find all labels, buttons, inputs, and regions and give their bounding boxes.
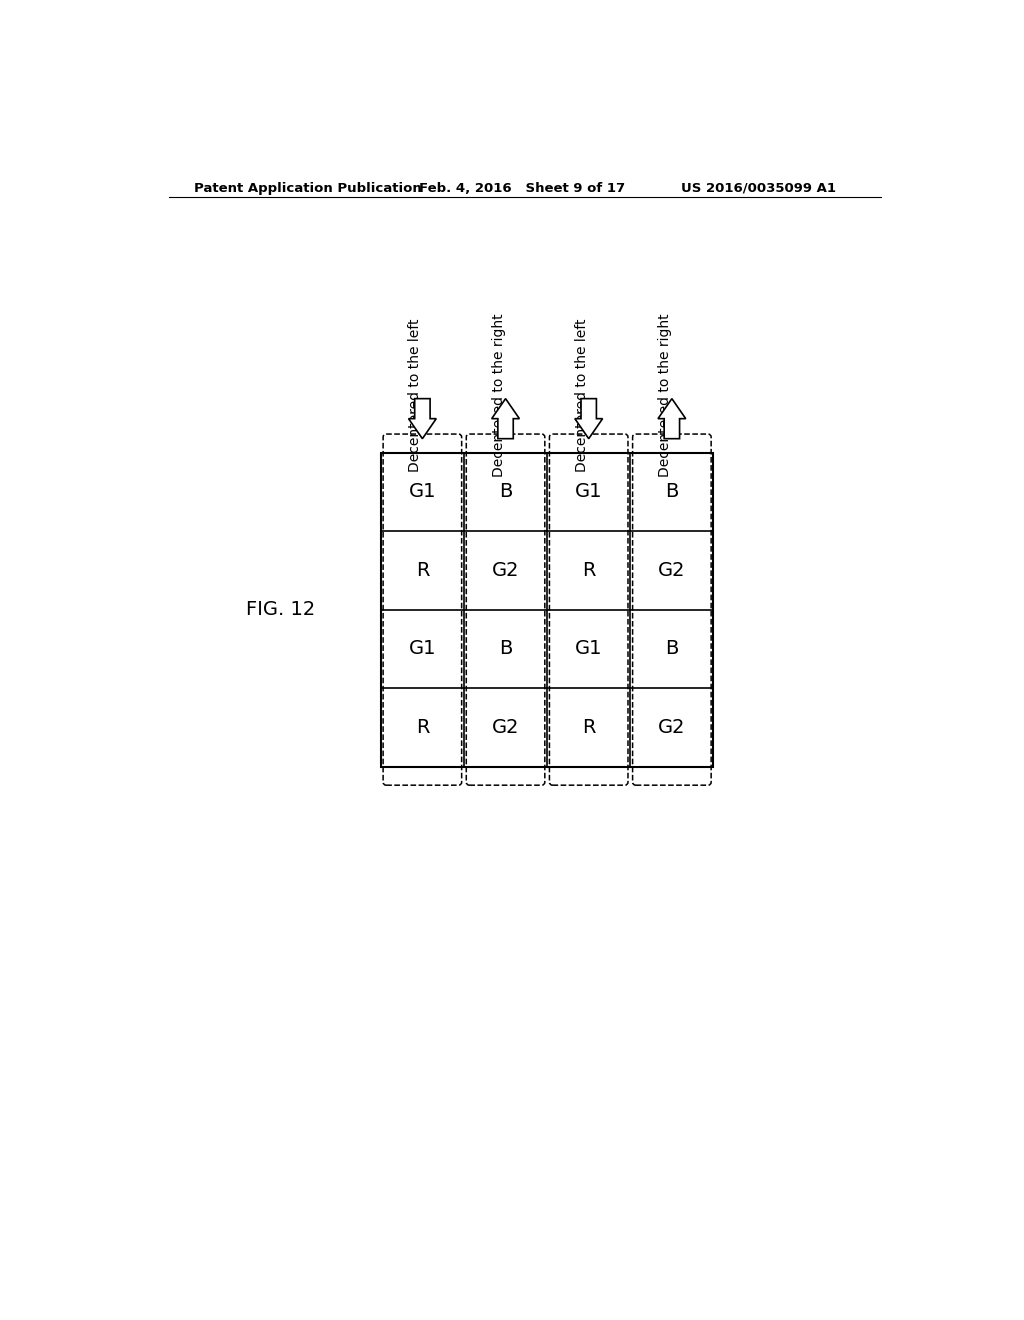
Text: G2: G2 bbox=[492, 718, 519, 737]
Text: B: B bbox=[499, 639, 512, 659]
Text: G2: G2 bbox=[658, 718, 686, 737]
Text: Decentered to the right: Decentered to the right bbox=[657, 313, 672, 477]
Text: G2: G2 bbox=[658, 561, 686, 579]
Polygon shape bbox=[492, 399, 519, 438]
Text: Decentered to the left: Decentered to the left bbox=[409, 318, 422, 471]
Text: G1: G1 bbox=[409, 639, 436, 659]
Text: Decentered to the left: Decentered to the left bbox=[574, 318, 589, 471]
Text: FIG. 12: FIG. 12 bbox=[246, 601, 315, 619]
Text: Patent Application Publication: Patent Application Publication bbox=[194, 182, 422, 194]
Bar bbox=[381, 453, 714, 767]
Text: G2: G2 bbox=[492, 561, 519, 579]
Polygon shape bbox=[409, 399, 436, 438]
Text: R: R bbox=[416, 718, 429, 737]
Text: Decentered to the right: Decentered to the right bbox=[492, 313, 506, 477]
Text: B: B bbox=[499, 482, 512, 502]
Text: R: R bbox=[582, 561, 596, 579]
Polygon shape bbox=[574, 399, 602, 438]
Polygon shape bbox=[658, 399, 686, 438]
Text: B: B bbox=[666, 482, 679, 502]
Text: G1: G1 bbox=[574, 482, 602, 502]
Text: G1: G1 bbox=[409, 482, 436, 502]
Text: Feb. 4, 2016   Sheet 9 of 17: Feb. 4, 2016 Sheet 9 of 17 bbox=[419, 182, 626, 194]
Text: US 2016/0035099 A1: US 2016/0035099 A1 bbox=[681, 182, 837, 194]
Text: R: R bbox=[582, 718, 596, 737]
Text: R: R bbox=[416, 561, 429, 579]
Text: G1: G1 bbox=[574, 639, 602, 659]
Text: B: B bbox=[666, 639, 679, 659]
